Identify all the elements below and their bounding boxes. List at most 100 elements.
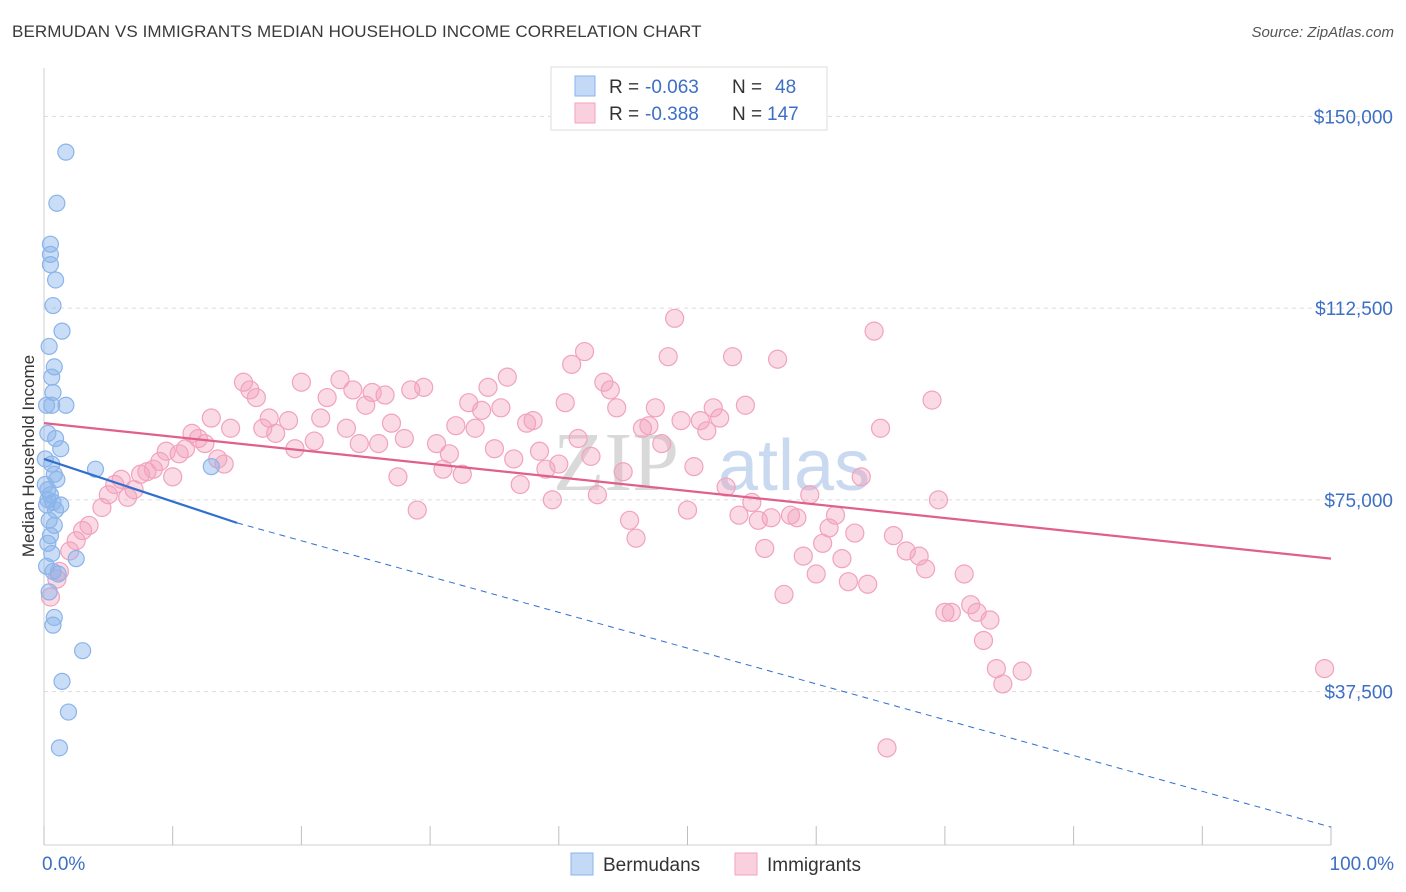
- stats-legend-n-label-bermudans: N =: [732, 77, 762, 98]
- immigrants-point: [806, 564, 826, 584]
- bermudans-point: [86, 460, 105, 478]
- immigrants-point: [954, 564, 974, 584]
- bermudans-point: [202, 458, 220, 476]
- immigrants-point: [1314, 658, 1335, 679]
- x-tick-label-max: 100.0%: [1330, 854, 1395, 875]
- immigrants-point: [645, 398, 665, 418]
- immigrants-point: [690, 410, 710, 431]
- immigrants-point: [291, 372, 311, 392]
- bermudans-point: [49, 565, 67, 583]
- immigrants-point: [851, 467, 871, 487]
- immigrants-point: [381, 413, 402, 433]
- immigrants-point: [652, 434, 672, 454]
- immigrants-point: [278, 410, 299, 431]
- bottom-legend-swatch-immigrants: [734, 852, 758, 876]
- bermudans-point: [46, 271, 65, 289]
- stats-legend-swatch-bermudans: [574, 75, 596, 97]
- immigrants-point: [619, 510, 640, 530]
- immigrants-point: [201, 408, 221, 428]
- immigrants-point: [825, 505, 846, 525]
- immigrants-point: [574, 341, 595, 362]
- immigrants-point: [66, 531, 86, 551]
- bermudans-point: [52, 440, 70, 458]
- immigrants-point: [787, 508, 807, 528]
- immigrants-point: [169, 444, 189, 464]
- stats-legend-n-label-immigrants: N =: [732, 104, 762, 125]
- bermudans-point: [41, 245, 60, 264]
- bermudans-point: [53, 672, 71, 690]
- stats-legend-r-label-bermudans: R =: [609, 77, 639, 98]
- immigrants-point: [896, 541, 916, 561]
- watermark-zip: ZIP: [553, 416, 679, 509]
- immigrants-point: [729, 505, 749, 525]
- immigrants-point: [143, 459, 163, 479]
- axis-layer: [43, 68, 1332, 846]
- immigrants-point: [336, 418, 357, 438]
- immigrants-point: [993, 674, 1013, 694]
- immigrants-point: [722, 347, 743, 367]
- bottom-legend-label-bermudans: Bermudans: [603, 855, 700, 876]
- immigrants-point: [677, 500, 698, 520]
- immigrants-point: [684, 457, 704, 477]
- bottom-legend-label-immigrants: Immigrants: [767, 855, 861, 876]
- bermudans-point: [44, 616, 62, 634]
- immigrants-point: [941, 602, 961, 622]
- watermark-atlas: atlas: [718, 426, 870, 506]
- y-tick-label: $37,500: [1324, 683, 1393, 704]
- immigrants-point: [845, 523, 865, 543]
- immigrants-point: [697, 421, 717, 441]
- immigrants-point: [594, 372, 614, 392]
- immigrants-point: [665, 308, 685, 328]
- bermudans-point: [39, 491, 57, 509]
- immigrants-point: [375, 385, 395, 405]
- immigrants-point: [1012, 661, 1032, 681]
- immigrants-point: [349, 434, 369, 454]
- immigrants-point: [542, 490, 562, 510]
- bermudans-point: [46, 429, 65, 448]
- immigrants-point: [40, 587, 61, 607]
- stats-legend: R = -0.063 N = 48 R = -0.388 N = 147: [550, 66, 828, 131]
- bermudans-point: [43, 396, 61, 414]
- immigrants-point: [195, 434, 215, 454]
- bermudans-point: [43, 368, 61, 386]
- immigrants-point: [98, 485, 118, 505]
- immigrants-point: [838, 572, 858, 592]
- immigrants-point: [562, 354, 582, 374]
- stats-legend-box: [550, 66, 828, 131]
- bermudans-point: [59, 703, 78, 721]
- immigrants-point: [581, 446, 601, 466]
- immigrants-point: [118, 487, 138, 507]
- immigrants-point: [317, 387, 337, 408]
- bermudans-point: [43, 544, 61, 563]
- stats-legend-n-value-bermudans: 48: [775, 77, 796, 98]
- bermudans-point: [53, 322, 71, 340]
- immigrants-point: [935, 602, 955, 622]
- bermudans-point: [41, 527, 60, 545]
- immigrants-point: [626, 528, 646, 548]
- immigrants-point: [163, 467, 183, 487]
- immigrants-point: [510, 474, 530, 495]
- bermudans-point: [57, 396, 75, 414]
- immigrants-point: [870, 418, 891, 438]
- bermudans-point: [44, 296, 62, 315]
- trend-layer: [43, 422, 1332, 828]
- immigrants-point: [529, 441, 550, 461]
- immigrants-point: [568, 428, 588, 449]
- bermudans-point: [40, 583, 58, 601]
- immigrants-point: [311, 408, 331, 428]
- immigrants-point: [877, 738, 897, 758]
- immigrants-point: [671, 410, 691, 431]
- immigrants-point: [883, 526, 904, 546]
- immigrants-point: [246, 387, 266, 408]
- immigrants-point: [253, 418, 273, 438]
- chart-title: BERMUDAN VS IMMIGRANTS MEDIAN HOUSEHOLD …: [12, 22, 702, 41]
- immigrants-point: [800, 485, 820, 505]
- stats-legend-swatch-immigrants: [574, 102, 596, 124]
- immigrants-point: [767, 349, 788, 369]
- immigrants-point: [266, 423, 286, 443]
- immigrants-point: [864, 321, 884, 341]
- immigrants-point: [394, 428, 414, 449]
- immigrants-point: [793, 546, 813, 566]
- immigrants-point: [478, 377, 498, 397]
